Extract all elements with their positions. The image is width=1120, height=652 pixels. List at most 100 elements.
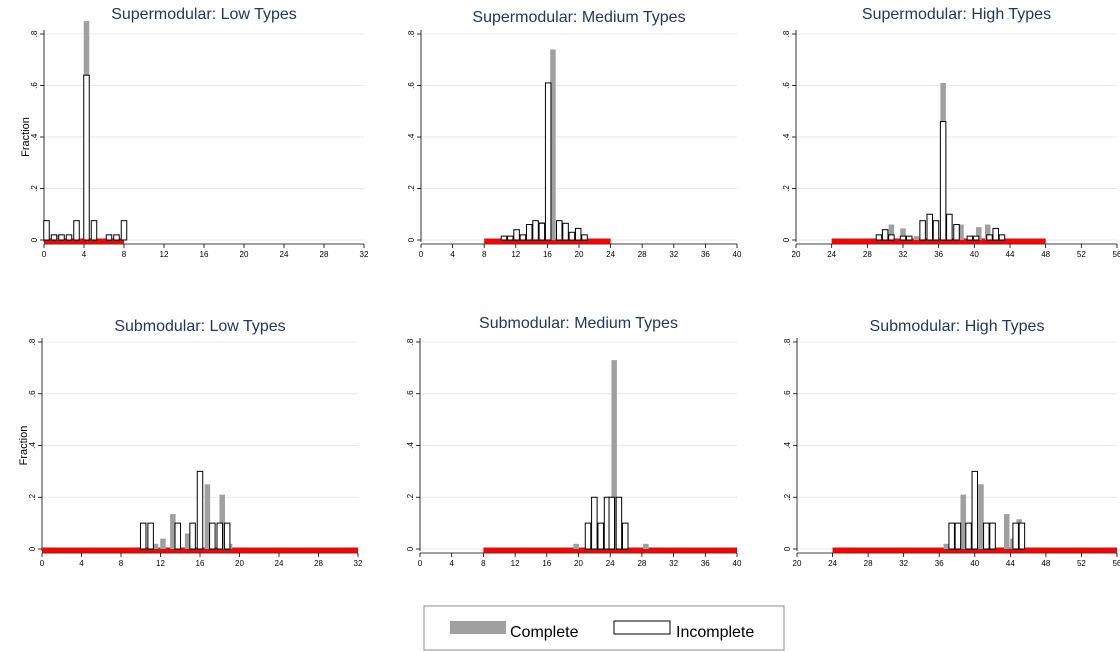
y-tick-label: .8 xyxy=(407,30,416,37)
type-range-band xyxy=(831,238,1046,244)
bar-incomplete xyxy=(525,224,533,241)
y-axis-label: Fraction xyxy=(20,117,32,157)
bar-incomplete xyxy=(538,222,546,241)
x-tick-label: 20 xyxy=(793,559,802,568)
panel-title: Supermodular: Low Types xyxy=(111,6,297,23)
y-tick-label: 0 xyxy=(783,546,792,551)
x-tick-label: 4 xyxy=(450,250,455,259)
y-tick-label: .6 xyxy=(28,390,37,397)
x-tick-label: 32 xyxy=(669,250,678,259)
bar-incomplete xyxy=(1018,522,1026,550)
x-tick-label: 16 xyxy=(543,250,552,259)
legend-swatch-incomplete xyxy=(613,620,671,635)
y-tick-label: 0 xyxy=(406,546,415,551)
bar-incomplete xyxy=(147,522,154,550)
y-tick-label: .4 xyxy=(30,133,39,140)
x-tick-label: 28 xyxy=(638,250,647,259)
bar-complete xyxy=(219,494,225,549)
x-tick-label: 36 xyxy=(935,559,944,568)
x-tick-label: 4 xyxy=(79,559,84,568)
bar-incomplete xyxy=(500,235,508,241)
x-tick-label: 32 xyxy=(354,559,363,568)
bar-complete xyxy=(900,228,906,240)
x-tick-label: 48 xyxy=(1041,559,1050,568)
bar-incomplete xyxy=(581,234,588,241)
bar-incomplete xyxy=(83,74,90,241)
bar-incomplete xyxy=(875,234,883,241)
x-tick-label: 20 xyxy=(575,250,584,259)
bar-complete xyxy=(943,543,950,549)
panel-title: Submodular: Low Types xyxy=(114,318,285,335)
x-tick-label: 8 xyxy=(122,250,127,259)
x-tick-label: 28 xyxy=(637,559,646,568)
bar-incomplete xyxy=(532,220,539,241)
y-tick-label: .4 xyxy=(406,442,415,449)
panel-3: Supermodular: High Types 0 .2 .4 .6 .8 20 24 28 3… xyxy=(782,6,1120,259)
bar-incomplete xyxy=(998,234,1006,241)
bar-complete xyxy=(984,224,991,240)
bar-incomplete xyxy=(113,234,120,241)
bar-complete xyxy=(184,533,191,549)
bar-complete xyxy=(573,543,579,549)
y-tick-label: .2 xyxy=(782,185,791,192)
bar-incomplete xyxy=(591,496,598,550)
type-range-band xyxy=(484,238,611,244)
panel-2: Supermodular: Medium Types 0 .2 .4 .6 .8 0 4 8 12… xyxy=(407,9,742,259)
bar-incomplete xyxy=(174,522,182,550)
bar-incomplete xyxy=(584,522,592,550)
y-tick-label: 0 xyxy=(28,546,37,551)
bar-complete xyxy=(204,484,211,549)
bar-incomplete xyxy=(556,220,563,241)
panel-1: Supermodular: Low Types 0 .2 .4 .6 .8 Fraction… xyxy=(20,6,369,259)
x-tick-label: 4 xyxy=(449,559,454,568)
bar-incomplete xyxy=(216,522,223,550)
bar-complete xyxy=(888,224,895,240)
panels: Supermodular: Low Types 0 .2 .4 .6 .8 Fraction… xyxy=(18,6,1120,568)
bar-incomplete xyxy=(90,220,98,241)
type-range-band xyxy=(44,238,124,244)
bar-complete xyxy=(550,49,556,241)
x-tick-label: 52 xyxy=(1077,559,1086,568)
bar-incomplete xyxy=(608,496,616,550)
bar-incomplete xyxy=(946,213,953,241)
bar-complete xyxy=(643,543,649,549)
x-tick-label: 24 xyxy=(280,250,289,259)
x-tick-label: 28 xyxy=(863,250,872,259)
bar-incomplete xyxy=(105,234,113,241)
x-tick-label: 24 xyxy=(275,559,284,568)
bar-incomplete xyxy=(939,121,947,241)
x-tick-label: 32 xyxy=(899,250,908,259)
bar-complete xyxy=(960,494,966,549)
y-tick-label: 0 xyxy=(30,237,39,242)
bar-incomplete xyxy=(919,220,926,241)
bar-incomplete xyxy=(888,234,895,241)
panel-title: Supermodular: Medium Types xyxy=(472,9,685,26)
panel-title: Submodular: Medium Types xyxy=(479,315,678,332)
x-tick-label: 20 xyxy=(235,559,244,568)
panel-title: Supermodular: High Types xyxy=(862,6,1051,23)
x-tick-label: 40 xyxy=(970,559,979,568)
bar-incomplete xyxy=(574,227,582,241)
bar-incomplete xyxy=(881,229,889,241)
y-tick-label: .2 xyxy=(783,493,792,500)
bar-incomplete xyxy=(992,227,999,241)
panel-6: Submodular: High Types 0 .2 .4 .6 .8 20 24 28 32 3… xyxy=(783,318,1120,568)
type-range-band xyxy=(42,547,358,553)
x-tick-label: 40 xyxy=(733,250,742,259)
bar-incomplete xyxy=(223,522,231,550)
bar-incomplete xyxy=(196,470,204,550)
bar-incomplete xyxy=(899,235,907,241)
x-tick-label: 20 xyxy=(574,559,583,568)
y-tick-label: .6 xyxy=(782,82,791,89)
y-tick-label: .6 xyxy=(406,390,415,397)
bar-complete xyxy=(976,227,982,240)
y-tick-label: .6 xyxy=(30,82,39,89)
type-range-band xyxy=(483,547,737,553)
y-tick-label: .8 xyxy=(30,30,39,37)
x-tick-label: 28 xyxy=(314,559,323,568)
bar-incomplete xyxy=(1012,522,1019,550)
x-tick-label: 24 xyxy=(827,250,836,259)
x-tick-label: 40 xyxy=(970,250,979,259)
x-tick-label: 12 xyxy=(156,559,165,568)
